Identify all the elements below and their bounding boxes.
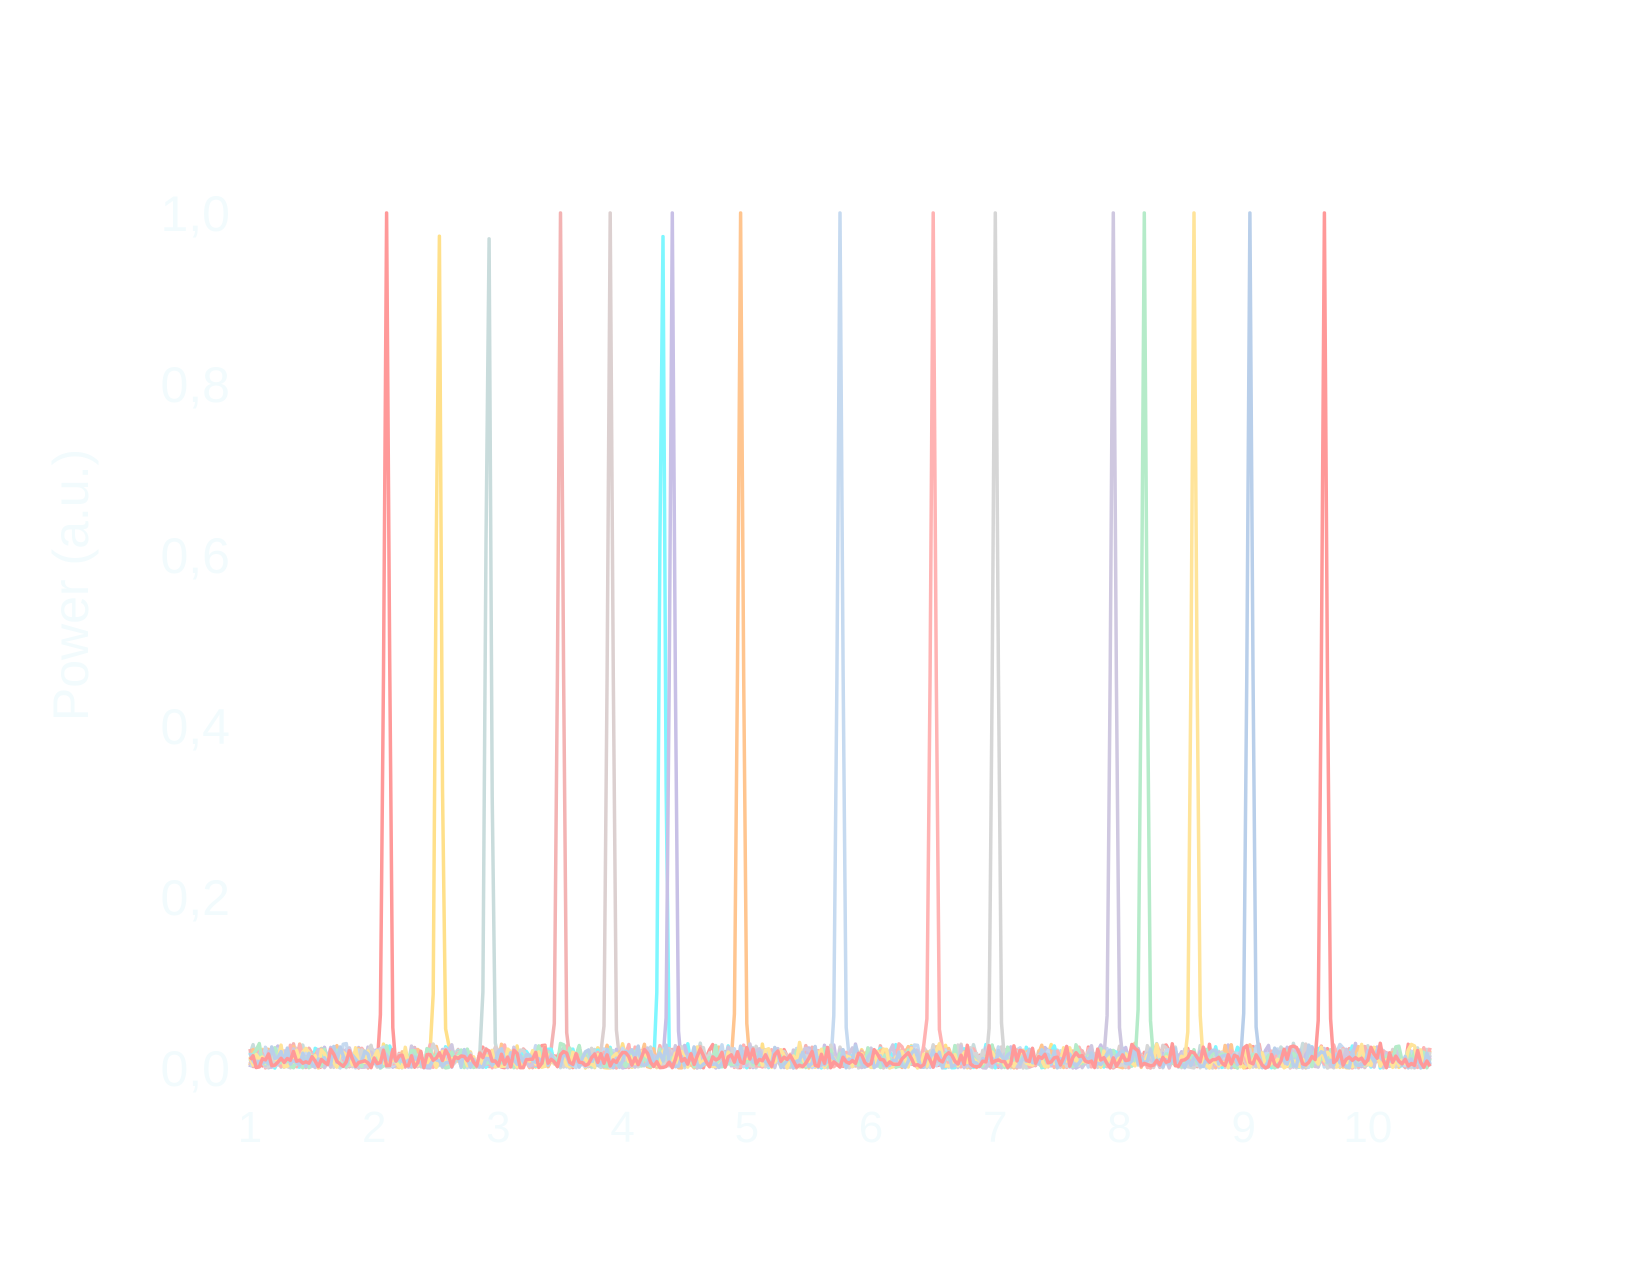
x-tick-label: 7 [983, 1103, 1007, 1152]
y-tick-label: 0,8 [160, 357, 230, 413]
y-tick-label: 0,4 [160, 699, 230, 755]
x-axis-ticks: 1 2 3 4 5 6 7 8 9 10 [238, 1103, 1393, 1152]
x-tick-label: 6 [859, 1103, 883, 1152]
x-tick-label: 3 [486, 1103, 510, 1152]
y-axis-ticks: 0,0 0,2 0,4 0,6 0,8 1,0 [160, 186, 230, 1097]
series-layer [248, 211, 1432, 1070]
y-tick-label: 1,0 [160, 186, 230, 242]
x-tick-label: 5 [735, 1103, 759, 1152]
x-tick-label: 4 [610, 1103, 634, 1152]
series-line-13 [248, 211, 1432, 1070]
x-tick-label: 2 [362, 1103, 386, 1152]
series-line-16 [248, 211, 1432, 1070]
x-tick-label: 8 [1107, 1103, 1131, 1152]
y-tick-label: 0,2 [160, 870, 230, 926]
y-tick-label: 0,6 [160, 528, 230, 584]
x-tick-label: 1 [238, 1103, 262, 1152]
y-tick-label: 0,0 [160, 1041, 230, 1097]
x-tick-label: 10 [1343, 1103, 1392, 1152]
x-tick-label: 9 [1231, 1103, 1255, 1152]
y-axis-label: Power (a.u.) [43, 449, 99, 721]
